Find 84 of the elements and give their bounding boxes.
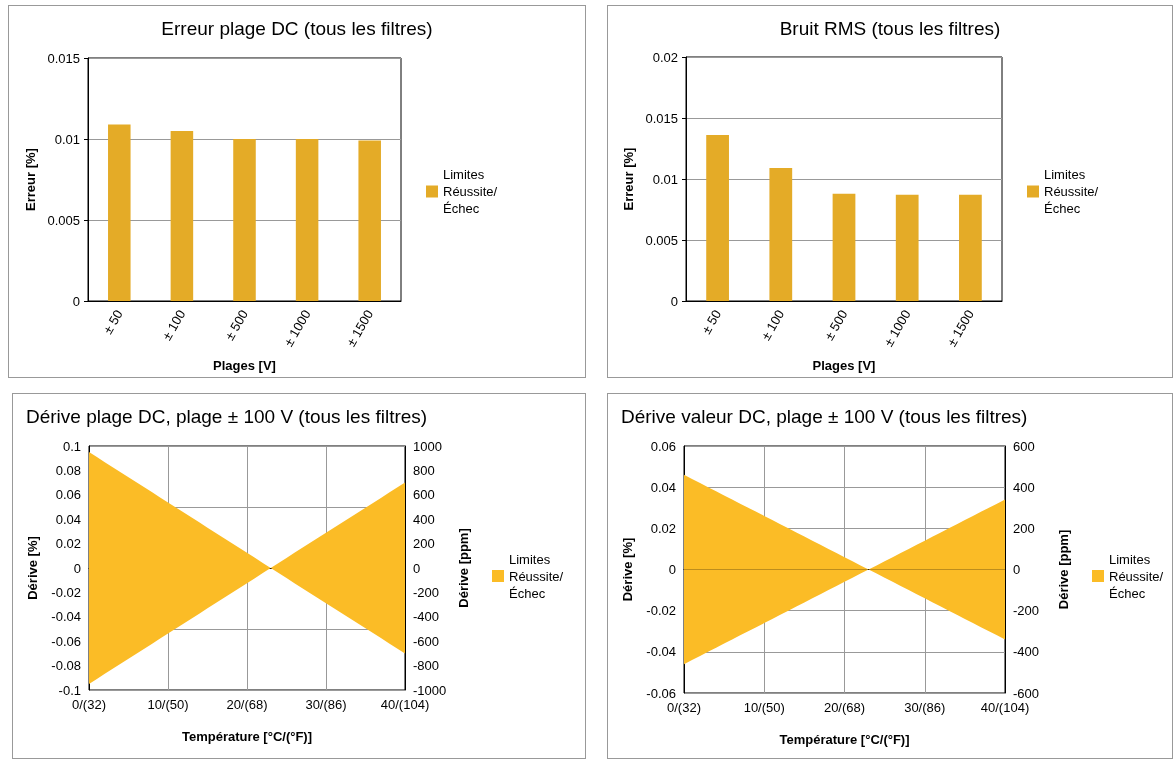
x-tick-label: 20/(68): [823, 700, 866, 715]
y2-tick-label: -600: [1013, 685, 1040, 701]
y2-tick-label: 600: [413, 487, 435, 503]
y2-tick-label: -400: [413, 609, 440, 625]
y2-tick-label: 400: [1013, 479, 1035, 495]
y2-tick-label: -800: [413, 658, 440, 674]
x-tick-label: 10/(50): [147, 697, 189, 712]
legend-label: Limites Réussite/Échec: [443, 167, 498, 216]
y-tick-label: 0: [73, 560, 81, 576]
y-tick-label: 0.04: [650, 479, 676, 495]
chart-title: Dérive valeur DC, plage ± 100 V (tous les filtres): [621, 406, 1028, 427]
y-axis-title: Dérive [%]: [25, 536, 40, 600]
y-tick-label: 0.02: [650, 520, 676, 536]
y-tick-label: 0.005: [47, 212, 80, 228]
y2-tick-label: -200: [413, 584, 440, 600]
y-axis-title: Erreur [%]: [22, 148, 38, 211]
x-tick-label: 30/(86): [904, 700, 946, 715]
x-tick-label: 0/(32): [667, 700, 701, 715]
y-axis-title: Erreur [%]: [620, 147, 636, 211]
bar: [895, 194, 919, 301]
y-tick-label: 0.015: [47, 50, 80, 66]
y-tick-label: 0.02: [652, 49, 678, 65]
x-tick-label: 0/(32): [72, 697, 106, 712]
y-tick-label: 0.1: [62, 438, 81, 454]
x-tick-label: ± 50: [100, 307, 126, 337]
x-tick-label: 40/(104): [980, 700, 1030, 715]
x-tick-label: ± 50: [698, 307, 725, 337]
y-tick-label: -0.06: [646, 685, 676, 701]
y-tick-label: -0.02: [51, 584, 81, 600]
x-tick-label: ± 500: [221, 307, 251, 343]
y-tick-label: 0: [668, 562, 676, 577]
y-tick-label: -0.1: [58, 682, 81, 698]
x-tick-label: 20/(68): [226, 697, 268, 712]
y2-axis-title: Dérive [ppm]: [1056, 529, 1071, 610]
y-tick-label: 0.02: [55, 536, 81, 552]
y2-tick-label: -200: [1013, 603, 1040, 619]
y-tick-label: -0.02: [646, 603, 676, 619]
legend-label: Limites Réussite/Échec: [1044, 167, 1099, 216]
bar: [959, 194, 982, 301]
y2-tick-label: -1000: [413, 682, 447, 698]
x-tick-label: ± 100: [758, 307, 788, 343]
bar: [706, 135, 729, 301]
x-axis-title: Plages [V]: [213, 358, 276, 373]
x-axis-title: Plages [V]: [812, 358, 876, 373]
bar: [832, 193, 856, 301]
y2-axis-title: Dérive [ppm]: [456, 528, 472, 608]
y2-tick-label: 0: [1013, 562, 1021, 577]
legend-label: Limites Réussite/Échec: [1109, 551, 1164, 601]
x-tick-label: 10/(50): [743, 700, 785, 715]
chart-title: Erreur plage DC (tous les filtres): [161, 18, 433, 39]
y-tick-label: 0.04: [55, 511, 81, 527]
y-tick-label: 0.005: [645, 232, 678, 248]
y2-tick-label: 800: [413, 462, 435, 478]
y-tick-label: -0.04: [51, 609, 81, 625]
y2-tick-label: 0: [413, 560, 421, 576]
x-tick-label: ± 500: [821, 307, 851, 343]
y2-tick-label: 600: [1013, 438, 1035, 454]
y-tick-label: 0.015: [645, 110, 678, 126]
y2-tick-label: 200: [1013, 520, 1035, 536]
x-axis-title: Température [°C/(°F)]: [181, 729, 313, 744]
y-axis-title: Dérive [%]: [620, 537, 635, 602]
y-tick-label: 0: [670, 293, 678, 309]
y-tick-label: 0.08: [55, 462, 81, 478]
y-tick-label: -0.06: [51, 633, 81, 649]
chart-title: Dérive plage DC, plage ± 100 V (tous les filtres): [26, 406, 428, 427]
y2-tick-label: -400: [1013, 644, 1040, 660]
y-tick-label: 0.06: [55, 487, 81, 503]
y-tick-label: 0: [72, 293, 80, 309]
y2-tick-label: 200: [413, 536, 435, 552]
bar: [769, 168, 793, 301]
y-tick-label: -0.08: [51, 658, 81, 674]
y-tick-label: 0.01: [652, 171, 678, 187]
y2-tick-label: 400: [413, 511, 435, 527]
x-tick-label: 40/(104): [380, 697, 430, 712]
x-tick-label: 30/(86): [305, 697, 347, 712]
y2-tick-label: 1000: [413, 438, 442, 454]
legend-label: Limites Réussite/Échec: [509, 551, 564, 601]
y-tick-label: 0.06: [650, 438, 676, 454]
chart-title: Bruit RMS (tous les filtres): [779, 18, 1001, 39]
x-axis-title: Température [°C/(°F)]: [779, 732, 910, 747]
y-tick-label: 0.01: [54, 131, 80, 147]
y2-tick-label: -600: [413, 633, 440, 649]
y-tick-label: -0.04: [646, 644, 676, 660]
x-tick-label: ± 100: [159, 307, 189, 343]
